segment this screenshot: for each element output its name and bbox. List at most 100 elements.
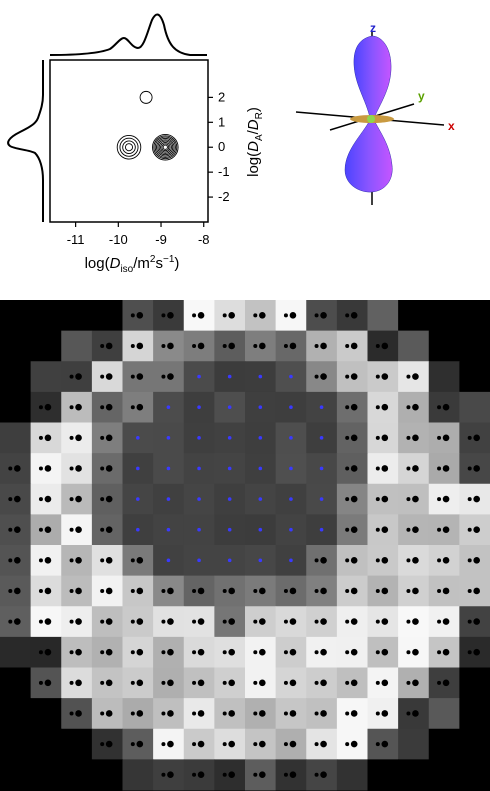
voxel-glyph bbox=[166, 405, 171, 409]
y-tick-label: -1 bbox=[218, 164, 230, 179]
contour-ring bbox=[161, 143, 170, 152]
voxel-glyph-small bbox=[253, 619, 258, 624]
voxel-glyph-small bbox=[8, 558, 13, 563]
voxel-glyph-small bbox=[375, 405, 380, 410]
voxel bbox=[367, 759, 399, 791]
voxel-glyph bbox=[258, 497, 263, 501]
voxel bbox=[30, 759, 62, 791]
voxel-glyph-large bbox=[320, 373, 327, 380]
voxel-glyph-small bbox=[283, 742, 288, 747]
peak-contours bbox=[116, 90, 179, 161]
voxel-glyph-small bbox=[406, 650, 411, 655]
voxel bbox=[398, 728, 430, 760]
voxel-glyph-large bbox=[136, 342, 144, 350]
voxel-glyph-large bbox=[412, 495, 419, 503]
voxel bbox=[428, 698, 460, 730]
voxel-glyph-large bbox=[289, 679, 297, 687]
voxel-glyph-large bbox=[14, 465, 21, 472]
voxel-glyph-small bbox=[467, 435, 472, 440]
voxel-glyph-large bbox=[75, 679, 82, 687]
voxel-glyph-large bbox=[136, 618, 144, 625]
voxel-glyph-large bbox=[289, 710, 297, 717]
voxel-glyph-large bbox=[412, 373, 419, 380]
voxel-glyph-small bbox=[222, 680, 227, 685]
voxel-glyph-small bbox=[375, 680, 380, 685]
voxel-glyph-small bbox=[192, 588, 197, 593]
voxel-glyph-large bbox=[259, 587, 266, 595]
voxel-glyph-large bbox=[259, 740, 266, 748]
voxel-glyph-large bbox=[259, 618, 266, 625]
voxel-glyph-small bbox=[161, 313, 166, 318]
voxel-glyph-small bbox=[130, 711, 135, 716]
voxel-glyph-small bbox=[100, 588, 105, 593]
voxel-glyph-small bbox=[375, 466, 380, 471]
voxel-glyph-small bbox=[100, 742, 105, 747]
voxel-glyph bbox=[136, 497, 140, 501]
voxel-glyph-small bbox=[161, 619, 166, 624]
voxel-glyph-small bbox=[38, 435, 43, 440]
voxel bbox=[459, 667, 490, 699]
voxel-glyph-large bbox=[197, 740, 205, 748]
voxel-glyph-small bbox=[161, 374, 166, 379]
voxel-glyph-small bbox=[222, 343, 227, 348]
voxel-glyph-large bbox=[381, 679, 389, 687]
voxel bbox=[428, 361, 460, 393]
voxel-glyph-large bbox=[105, 373, 113, 380]
voxel-glyph-large bbox=[289, 312, 297, 319]
y-tick-label: -2 bbox=[218, 189, 230, 204]
voxel-glyph-small bbox=[345, 527, 350, 532]
voxel-glyph-large bbox=[412, 434, 419, 442]
voxel-glyph-small bbox=[8, 466, 13, 471]
voxel-glyph-large bbox=[350, 740, 358, 748]
voxel-glyph-small bbox=[345, 619, 350, 624]
voxel bbox=[30, 698, 62, 730]
voxel-glyph-large bbox=[412, 557, 419, 564]
voxel-glyph-small bbox=[406, 497, 411, 502]
voxel-glyph-small bbox=[375, 435, 380, 440]
voxel-glyph-small bbox=[253, 680, 258, 685]
voxel-glyph-small bbox=[161, 588, 166, 593]
contour-ring bbox=[158, 140, 172, 154]
voxel-glyph-large bbox=[105, 740, 113, 748]
voxel-glyph-small bbox=[406, 405, 411, 410]
voxel-glyph-large bbox=[44, 526, 52, 533]
voxel-glyph-small bbox=[253, 650, 258, 655]
voxel-glyph-small bbox=[130, 343, 135, 348]
voxel-glyph-small bbox=[161, 772, 166, 777]
voxel-glyph-small bbox=[345, 435, 350, 440]
voxel-glyph-small bbox=[100, 619, 105, 624]
voxel-glyph-large bbox=[473, 434, 480, 442]
voxel-glyph-small bbox=[192, 343, 197, 348]
voxel-map bbox=[0, 300, 490, 791]
voxel-glyph-large bbox=[381, 587, 389, 595]
voxel-glyph-small bbox=[253, 343, 258, 348]
y-axis-ticks: 2 1 0 -1 -2 bbox=[208, 89, 230, 204]
voxel-glyph-large bbox=[14, 618, 21, 625]
voxel-glyph-large bbox=[136, 403, 144, 411]
voxel-glyph-small bbox=[283, 343, 288, 348]
y-tick-label: 2 bbox=[218, 89, 225, 104]
voxel-glyph bbox=[166, 466, 171, 471]
voxel-glyph-large bbox=[75, 710, 82, 717]
voxel-glyph-large bbox=[350, 648, 358, 656]
contour-ring bbox=[153, 135, 178, 160]
voxel-glyph-large bbox=[75, 648, 82, 656]
voxel-glyph bbox=[227, 497, 232, 501]
voxel-glyph-small bbox=[130, 558, 135, 563]
voxel-glyph bbox=[319, 405, 324, 409]
voxel-glyph-large bbox=[75, 373, 82, 380]
voxel-glyph-large bbox=[442, 648, 450, 656]
top-panel: -11 -10 -9 -8 2 1 0 -1 -2 log(Diso/m2s−1) log(D… bbox=[7, 13, 455, 275]
x-tick-label: -10 bbox=[109, 232, 128, 247]
voxel bbox=[459, 330, 490, 362]
voxel-glyph-large bbox=[75, 465, 82, 472]
voxel-glyph-large bbox=[350, 403, 358, 411]
x-axis-label-3d: x bbox=[448, 119, 455, 133]
voxel-glyph-small bbox=[345, 650, 350, 655]
voxel-glyph bbox=[197, 558, 201, 563]
voxel-glyph-small bbox=[130, 588, 135, 593]
voxel-glyph-small bbox=[437, 527, 442, 532]
voxel-glyph bbox=[319, 497, 324, 501]
contour-ring bbox=[156, 137, 175, 157]
voxel-glyph-small bbox=[283, 619, 288, 624]
